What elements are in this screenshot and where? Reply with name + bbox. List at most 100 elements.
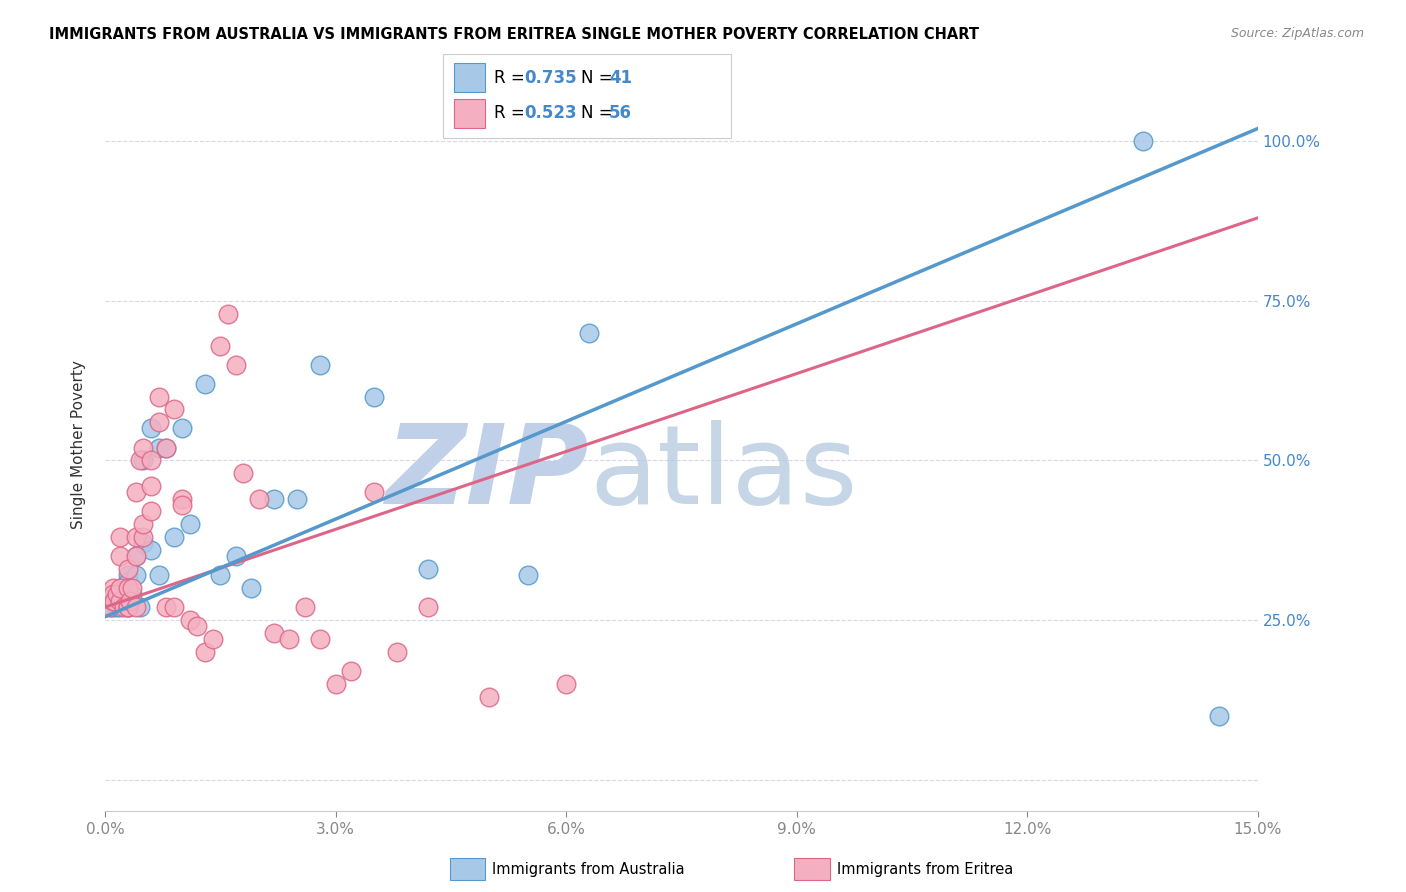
Point: [179, 517, 201, 532]
Point: [163, 530, 186, 544]
Text: 0.735: 0.735: [524, 69, 576, 87]
Point: [125, 530, 148, 544]
Point: [117, 600, 139, 615]
Point: [139, 453, 162, 467]
Text: N =: N =: [581, 104, 617, 122]
Point: [101, 594, 124, 608]
Point: [100, 600, 122, 615]
Point: [110, 581, 132, 595]
Point: [209, 338, 232, 352]
Point: [110, 581, 132, 595]
Point: [139, 504, 162, 518]
Text: 0.523: 0.523: [524, 104, 576, 122]
Text: R =: R =: [494, 104, 530, 122]
Point: [103, 594, 125, 608]
Text: atlas: atlas: [589, 420, 858, 527]
Point: [385, 645, 408, 659]
Point: [148, 568, 170, 582]
Text: Immigrants from Australia: Immigrants from Australia: [492, 863, 685, 877]
Point: [117, 581, 139, 595]
Point: [1132, 134, 1154, 148]
Text: IMMIGRANTS FROM AUSTRALIA VS IMMIGRANTS FROM ERITREA SINGLE MOTHER POVERTY CORRE: IMMIGRANTS FROM AUSTRALIA VS IMMIGRANTS …: [49, 27, 979, 42]
Point: [416, 562, 439, 576]
Point: [117, 600, 139, 615]
Point: [170, 498, 193, 512]
Point: [263, 491, 285, 506]
Point: [121, 581, 143, 595]
Point: [125, 549, 148, 563]
Text: 56: 56: [609, 104, 631, 122]
Point: [118, 594, 141, 608]
Point: [132, 453, 155, 467]
Point: [155, 600, 177, 615]
Point: [363, 390, 385, 404]
Point: [110, 587, 132, 601]
Point: [110, 594, 132, 608]
Point: [117, 568, 139, 582]
Text: 41: 41: [609, 69, 631, 87]
Point: [132, 536, 155, 550]
Text: R =: R =: [494, 69, 530, 87]
Point: [194, 376, 217, 391]
Point: [186, 619, 208, 633]
Point: [232, 466, 254, 480]
Point: [148, 415, 170, 429]
Point: [416, 600, 439, 615]
Point: [132, 517, 155, 532]
Point: [278, 632, 301, 646]
Point: [125, 568, 148, 582]
Point: [128, 453, 150, 467]
Point: [105, 600, 128, 615]
Point: [110, 600, 132, 615]
Point: [170, 421, 193, 435]
Point: [170, 491, 193, 506]
Point: [240, 581, 263, 595]
Point: [340, 664, 363, 678]
Point: [247, 491, 270, 506]
Point: [97, 600, 120, 615]
Point: [117, 581, 139, 595]
Point: [309, 632, 332, 646]
Y-axis label: Single Mother Poverty: Single Mother Poverty: [72, 360, 86, 529]
Point: [117, 574, 139, 589]
Point: [578, 326, 600, 340]
Point: [132, 530, 155, 544]
Point: [125, 485, 148, 500]
Point: [128, 600, 150, 615]
Point: [117, 600, 139, 615]
Point: [112, 581, 135, 595]
Point: [163, 600, 186, 615]
Text: N =: N =: [581, 69, 617, 87]
Point: [111, 594, 134, 608]
Point: [139, 421, 162, 435]
Point: [155, 441, 177, 455]
Point: [101, 581, 124, 595]
Point: [194, 645, 217, 659]
Point: [101, 600, 124, 615]
Point: [555, 677, 578, 691]
Point: [108, 587, 131, 601]
Point: [101, 587, 124, 601]
Point: [125, 549, 148, 563]
Point: [201, 632, 224, 646]
Point: [148, 441, 170, 455]
Point: [217, 307, 239, 321]
Point: [325, 677, 347, 691]
Text: Source: ZipAtlas.com: Source: ZipAtlas.com: [1230, 27, 1364, 40]
Point: [263, 625, 285, 640]
Point: [110, 530, 132, 544]
Point: [105, 587, 128, 601]
Text: ZIP: ZIP: [385, 420, 589, 527]
Point: [112, 600, 135, 615]
Point: [179, 613, 201, 627]
Point: [125, 600, 148, 615]
Point: [294, 600, 316, 615]
Point: [363, 485, 385, 500]
Point: [139, 479, 162, 493]
Point: [132, 441, 155, 455]
Point: [163, 402, 186, 417]
Point: [103, 594, 125, 608]
Point: [478, 690, 501, 704]
Point: [225, 358, 247, 372]
Point: [1208, 708, 1230, 723]
